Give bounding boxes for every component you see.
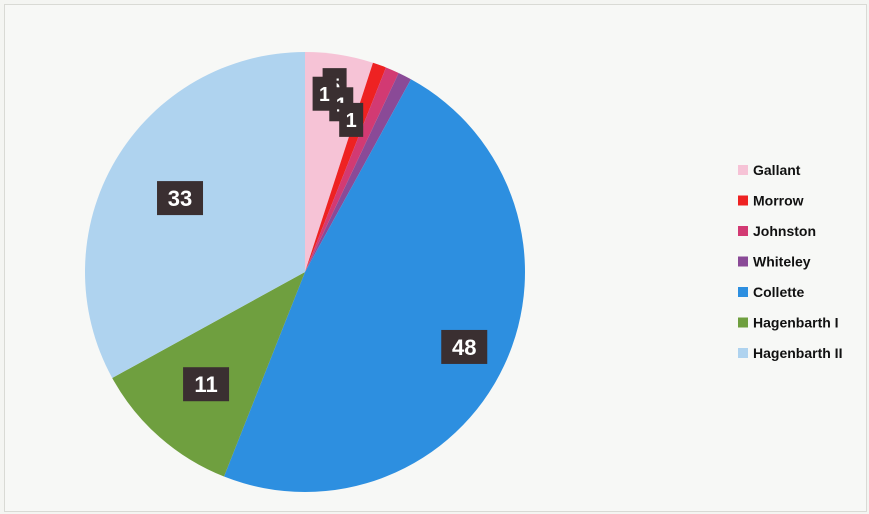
data-label-box (441, 329, 488, 364)
legend-swatch (738, 348, 748, 358)
data-label-text: 33 (168, 186, 192, 211)
legend-label: Collette (753, 284, 805, 300)
data-label-text: 1 (346, 110, 357, 132)
legend-item-morrow: Morrow (738, 193, 804, 209)
legend-label: Whiteley (753, 254, 811, 270)
legend-label: Johnston (753, 223, 816, 239)
legend-swatch (738, 317, 748, 328)
legend-item-collette: Collette (738, 284, 805, 300)
data-label-whiteley: 1 (339, 102, 364, 137)
data-label-collette: 48 (441, 329, 488, 364)
data-label-hagenbarth-i: 11 (183, 367, 230, 402)
data-labels: 5111481133 (157, 68, 488, 402)
data-label-box (157, 181, 204, 216)
pie-slice-morrow (305, 62, 386, 273)
legend-item-whiteley: Whiteley (738, 254, 811, 270)
data-label-text: 48 (452, 335, 476, 360)
pie-slices (85, 52, 525, 492)
legend-swatch (738, 256, 748, 267)
legend-swatch (738, 226, 748, 236)
pie-slice-johnston (305, 67, 399, 272)
data-label-text: 11 (194, 372, 217, 397)
data-label-text: 1 (319, 84, 330, 106)
legend-swatch (738, 287, 748, 297)
legend-swatch (738, 195, 748, 206)
data-label-hagenbarth-ii: 33 (157, 181, 204, 216)
legend-label: Gallant (753, 162, 801, 178)
legend: Gallant Morrow Johnston Whiteley Collette Hag… (738, 162, 842, 361)
pie-slice-whiteley (305, 72, 411, 272)
legend-item-johnston: Johnston (738, 223, 816, 239)
pie-slice-collette (224, 79, 525, 492)
legend-item-hagenbarth-i: Hagenbarth I (738, 315, 839, 331)
legend-label: Morrow (753, 193, 804, 209)
legend-label: Hagenbarth I (753, 315, 839, 331)
legend-item-gallant: Gallant (738, 162, 801, 178)
legend-label: Hagenbarth II (753, 345, 842, 361)
legend-swatch (738, 165, 748, 175)
legend-item-hagenbarth-ii: Hagenbarth II (738, 345, 842, 361)
data-label-box (183, 367, 230, 402)
data-label-box (339, 102, 364, 137)
